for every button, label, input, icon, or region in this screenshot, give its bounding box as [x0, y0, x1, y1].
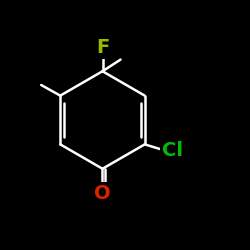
Text: O: O: [94, 184, 111, 203]
Text: F: F: [96, 38, 109, 57]
Text: Cl: Cl: [162, 141, 183, 160]
